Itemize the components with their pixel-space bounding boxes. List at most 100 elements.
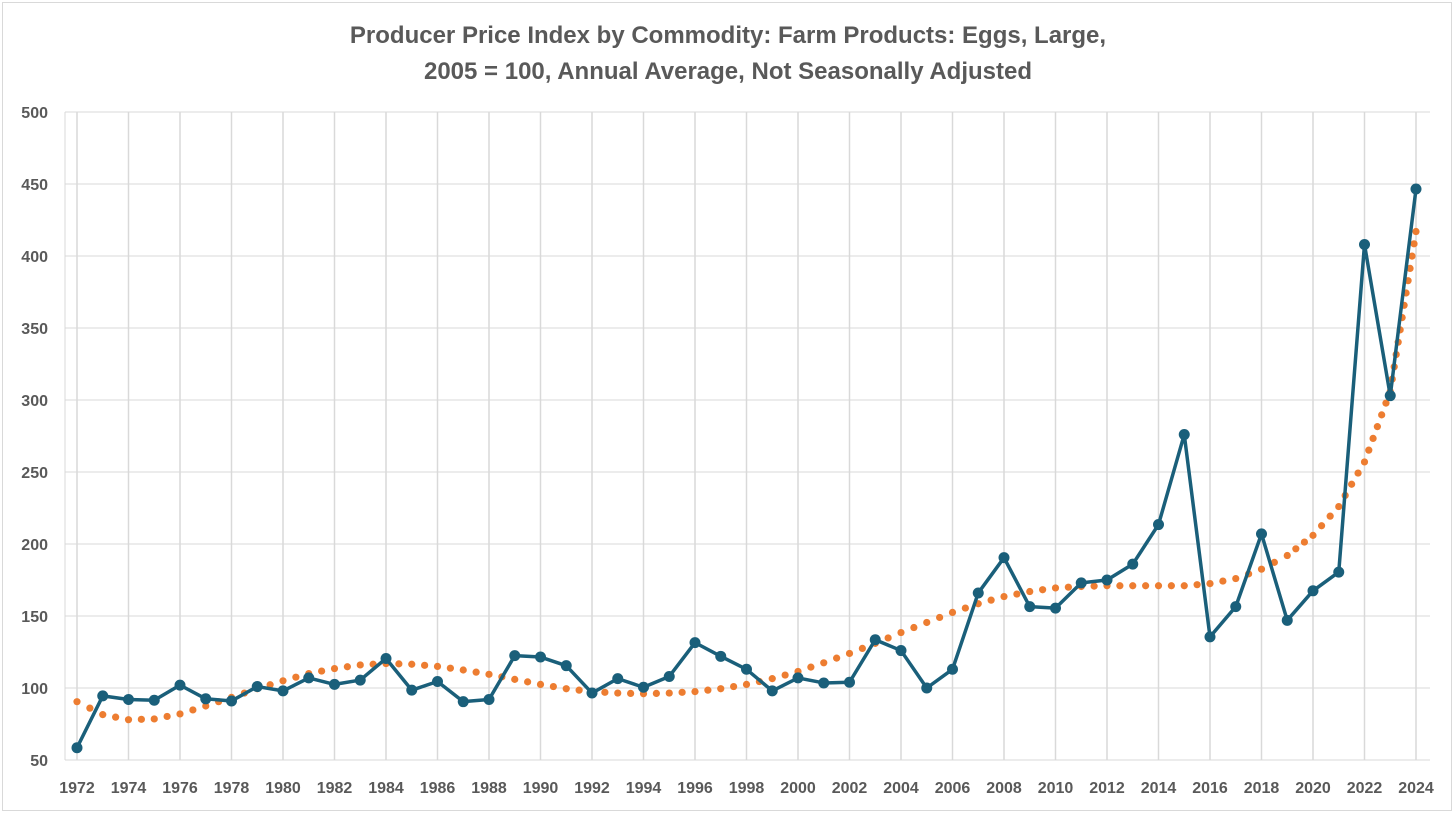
trendline-dot (910, 623, 918, 632)
trendline-dot (279, 677, 287, 685)
data-point (432, 676, 443, 688)
trendline-dot (845, 649, 854, 658)
data-point (972, 587, 984, 599)
trendline-dot (1013, 590, 1021, 598)
x-tick-label: 1996 (677, 780, 713, 797)
trendline-dot (1154, 582, 1163, 590)
trendline-dot (202, 702, 210, 710)
trendline-dot (1116, 582, 1124, 590)
data-point (1230, 601, 1242, 613)
data-point (947, 663, 958, 675)
trendline-dot (1129, 582, 1137, 590)
trendline-dot (421, 661, 429, 669)
data-point (741, 663, 752, 675)
x-tick-label: 1974 (111, 780, 147, 797)
trendline-dot (1206, 580, 1214, 588)
trendline-dot (575, 686, 583, 694)
trendline-dot (112, 713, 120, 721)
x-tick-label: 1980 (265, 780, 301, 797)
data-point (1333, 566, 1345, 578)
trendline-dot (1142, 582, 1150, 590)
trendline-dot (678, 688, 686, 696)
data-series (71, 183, 1422, 754)
trendline-dot (1180, 582, 1188, 590)
x-tick-label: 1990 (523, 780, 559, 797)
x-tick-label: 2020 (1295, 780, 1331, 797)
y-tick-label: 500 (21, 105, 48, 122)
trendline-dot (549, 682, 557, 691)
data-point (844, 676, 855, 688)
trendline-dot (936, 613, 944, 622)
trendline-dot (1326, 512, 1334, 520)
x-tick-label: 2006 (935, 780, 971, 797)
x-axis-ticks: 1972 1974 1976 1978 1980 1982 1984 1986 1988 1990… (59, 780, 1434, 797)
trendline-dot (330, 664, 339, 673)
y-tick-label: 350 (21, 321, 48, 338)
trendline-dot (472, 668, 480, 676)
trendline-dot (1309, 531, 1317, 539)
trendline-dot (1354, 469, 1362, 477)
trendline-dot (176, 710, 184, 718)
trendline-dot (884, 634, 892, 642)
data-point (97, 690, 109, 702)
trendline-dot (1317, 522, 1326, 530)
data-point (226, 695, 237, 707)
data-point (1127, 558, 1139, 570)
data-point (895, 645, 907, 657)
data-point (329, 678, 340, 690)
data-point (483, 694, 495, 706)
trendline-dot (124, 716, 133, 724)
trendline-dot (150, 715, 158, 723)
trendline-dot (717, 685, 725, 693)
data-point (123, 694, 134, 706)
trendline-dot (781, 671, 789, 679)
data-point (1204, 631, 1216, 643)
trendline-dot (266, 681, 274, 689)
data-point (586, 687, 598, 699)
x-tick-label: 1992 (574, 780, 610, 797)
trendline-dot (1064, 583, 1072, 591)
trendline-dot (1000, 592, 1008, 601)
chart-title-line-2: 2005 = 100, Annual Average, Not Seasonal… (423, 58, 1032, 85)
data-point (71, 742, 83, 754)
data-point (303, 672, 315, 684)
data-point (638, 681, 649, 693)
x-tick-label: 1986 (420, 780, 456, 797)
data-point (1410, 183, 1422, 195)
trendline-dot (833, 654, 841, 662)
trendline-dot (1378, 411, 1386, 419)
trendline-dot (1257, 565, 1266, 573)
data-point (715, 650, 727, 662)
x-tick-label: 2008 (986, 780, 1022, 797)
trendline-dot (704, 686, 712, 694)
trendline-dot (768, 675, 776, 683)
data-point (689, 637, 701, 649)
trendline-dot (987, 596, 995, 604)
data-point (766, 685, 778, 697)
x-tick-label: 2018 (1244, 780, 1280, 797)
data-point (1075, 577, 1087, 589)
data-point (869, 634, 881, 646)
x-tick-label: 1982 (317, 780, 353, 797)
data-point (1256, 528, 1267, 540)
data-point (1153, 519, 1164, 531)
data-point (457, 696, 469, 708)
x-tick-label: 2002 (832, 780, 868, 797)
y-tick-label: 450 (21, 177, 48, 194)
trendline-dot (897, 628, 905, 637)
trendline-dot (1406, 264, 1414, 273)
trendline-dot (408, 660, 416, 668)
data-point (200, 693, 212, 705)
trendline-dot (1410, 240, 1418, 248)
trendline-dot (1373, 423, 1381, 431)
trendline-dot (318, 667, 326, 675)
x-tick-label: 1988 (471, 780, 507, 797)
trendline-dot (433, 662, 442, 671)
data-point (560, 660, 572, 672)
y-tick-label: 150 (21, 609, 48, 626)
trendline-dot (1270, 558, 1278, 566)
y-tick-label: 250 (21, 465, 48, 482)
trendline-dot (1382, 399, 1390, 407)
x-tick-label: 1998 (729, 780, 765, 797)
